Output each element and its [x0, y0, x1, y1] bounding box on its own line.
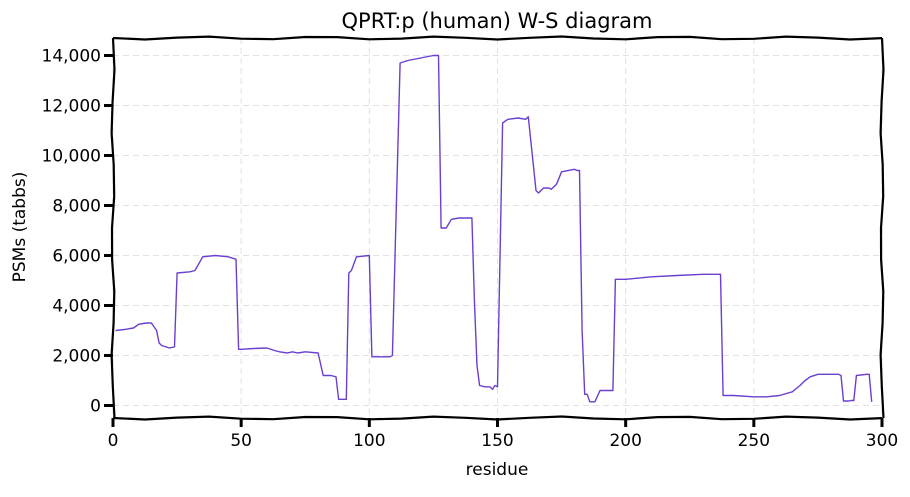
- y-tick-label: 0: [90, 397, 101, 417]
- x-tick-label: 100: [353, 431, 385, 451]
- series-line: [115, 54, 873, 403]
- chart-title: QPRT:p (human) W-S diagram: [342, 9, 653, 33]
- x-tick-label: 50: [230, 431, 252, 451]
- x-axis-label: residue: [466, 460, 529, 480]
- y-axis-label: PSMs (tabbs): [10, 172, 30, 283]
- x-tick-label: 200: [609, 431, 641, 451]
- x-axis-ticks: 0 50 100 150 200 250 300: [108, 418, 898, 451]
- y-tick-label: 6,000: [52, 247, 101, 267]
- y-tick-label: 14,000: [42, 47, 101, 67]
- series-layer: [115, 54, 873, 403]
- y-axis-ticks: 0 2,000 4,000 6,000 8,000 10,000 12,000 14,000: [42, 47, 113, 417]
- x-tick-label: 150: [481, 431, 513, 451]
- frame-right: [879, 37, 885, 419]
- x-tick-label: 300: [866, 431, 898, 451]
- y-tick-label: 2,000: [52, 347, 101, 367]
- y-tick-label: 10,000: [42, 147, 101, 167]
- frame-top: [112, 35, 883, 41]
- y-tick-label: 12,000: [42, 97, 101, 117]
- y-tick-label: 4,000: [52, 297, 101, 317]
- y-tick-label: 8,000: [52, 197, 101, 217]
- x-tick-label: 250: [738, 431, 770, 451]
- x-tick-label: 0: [108, 431, 119, 451]
